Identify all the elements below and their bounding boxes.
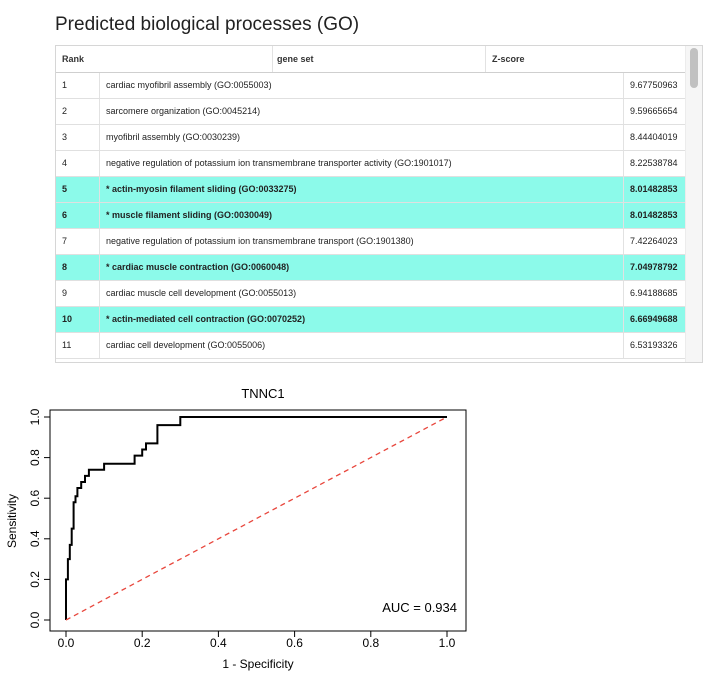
gene-set-cell: cardiac muscle cell development (GO:0055… xyxy=(100,281,624,306)
x-axis: 0.0 0.2 0.4 0.6 0.8 1.0 xyxy=(58,630,456,650)
rank-cell: 6 xyxy=(56,203,100,228)
y-tick-label: 0.2 xyxy=(28,571,42,588)
rank-cell: 11 xyxy=(56,333,100,358)
z-score-cell: 9.67750963 xyxy=(630,80,678,90)
table-row[interactable]: 2 sarcomere organization (GO:0045214) 9.59… xyxy=(56,99,686,125)
table-body: 1 cardiac myofibril assembly (GO:0055003)… xyxy=(56,73,686,359)
x-tick-label: 0.2 xyxy=(134,636,151,650)
rank-cell: 2 xyxy=(56,99,100,124)
rank-cell: 8 xyxy=(56,255,100,280)
column-header-rank[interactable]: Rank xyxy=(56,46,273,72)
table-row[interactable]: 9 cardiac muscle cell development (GO:005… xyxy=(56,281,686,307)
table-row[interactable]: 4 negative regulation of potassium ion tr… xyxy=(56,151,686,177)
z-score-cell: 7.04978792 xyxy=(630,262,678,272)
reference-diagonal-line xyxy=(65,416,448,621)
z-score-cell: 8.01482853 xyxy=(630,210,678,220)
table-row[interactable]: 7 negative regulation of potassium ion tr… xyxy=(56,229,686,255)
scrollbar-thumb[interactable] xyxy=(690,48,698,88)
x-tick-label: 0.6 xyxy=(286,636,303,650)
table-row[interactable]: 10 * actin-mediated cell contraction (GO:… xyxy=(56,307,686,333)
rank-cell: 7 xyxy=(56,229,100,254)
table-row[interactable]: 6 * muscle filament sliding (GO:0030049) 8… xyxy=(56,203,686,229)
table-header: Rank gene set Z-score xyxy=(56,46,702,73)
z-score-cell: 8.22538784 xyxy=(630,158,678,168)
table-row[interactable]: 3 myofibril assembly (GO:0030239) 8.444040… xyxy=(56,125,686,151)
z-score-cell: 6.94188685 xyxy=(630,288,678,298)
gene-set-cell: negative regulation of potassium ion tra… xyxy=(100,151,624,176)
y-tick-label: 0.6 xyxy=(28,490,42,507)
rank-cell: 4 xyxy=(56,151,100,176)
table-row[interactable]: 1 cardiac myofibril assembly (GO:0055003)… xyxy=(56,73,686,99)
y-tick-label: 0.8 xyxy=(28,449,42,466)
gene-set-cell: cardiac myofibril assembly (GO:0055003) xyxy=(100,73,624,98)
y-tick-label: 1.0 xyxy=(28,408,42,425)
gene-set-cell: * actin-mediated cell contraction (GO:00… xyxy=(100,307,624,332)
gene-set-cell: * cardiac muscle contraction (GO:0060048… xyxy=(100,255,624,280)
gene-set-cell: sarcomere organization (GO:0045214) xyxy=(100,99,624,124)
table-scrollbar[interactable] xyxy=(685,46,702,362)
rank-cell: 1 xyxy=(56,73,100,98)
gene-set-cell: * actin-myosin filament sliding (GO:0033… xyxy=(100,177,624,202)
roc-chart: TNNC1 0.0 0.2 0.4 0.6 0.8 1.0 0.0 0.2 0.4 0.6 0.8… xyxy=(5,386,467,671)
rank-cell: 3 xyxy=(56,125,100,150)
chart-title: TNNC1 xyxy=(241,386,284,401)
x-axis-label: 1 - Specificity xyxy=(222,657,293,671)
gene-set-cell: myofibril assembly (GO:0030239) xyxy=(100,125,624,150)
z-score-cell: 7.42264023 xyxy=(630,236,678,246)
z-score-cell: 6.53193326 xyxy=(630,340,678,350)
table-row[interactable]: 5 * actin-myosin filament sliding (GO:003… xyxy=(56,177,686,203)
page-title: Predicted biological processes (GO) xyxy=(55,14,360,35)
auc-annotation: AUC = 0.934 xyxy=(382,600,457,615)
go-results-table: Rank gene set Z-score 1 cardiac myofibril… xyxy=(55,45,703,363)
gene-set-cell: negative regulation of potassium ion tra… xyxy=(100,229,624,254)
y-axis: 0.0 0.2 0.4 0.6 0.8 1.0 xyxy=(28,408,51,628)
x-tick-label: 0.0 xyxy=(58,636,75,650)
x-tick-label: 0.8 xyxy=(362,636,379,650)
z-score-cell: 8.01482853 xyxy=(630,184,678,194)
table-row[interactable]: 8 * cardiac muscle contraction (GO:006004… xyxy=(56,255,686,281)
y-tick-label: 0.4 xyxy=(28,530,42,547)
plot-frame xyxy=(49,409,467,632)
roc-curve-line xyxy=(65,416,447,620)
table-row[interactable]: 11 cardiac cell development (GO:0055006) 6… xyxy=(56,333,686,359)
y-axis-label: Sensitivity xyxy=(5,494,19,548)
z-score-cell: 9.59665654 xyxy=(630,106,678,116)
column-header-z-score[interactable]: Z-score xyxy=(492,54,525,64)
x-tick-label: 1.0 xyxy=(439,636,456,650)
x-tick-label: 0.4 xyxy=(210,636,227,650)
gene-set-cell: * muscle filament sliding (GO:0030049) xyxy=(100,203,624,228)
y-tick-label: 0.0 xyxy=(28,611,42,628)
rank-cell: 9 xyxy=(56,281,100,306)
series-group xyxy=(65,416,448,621)
rank-cell: 5 xyxy=(56,177,100,202)
gene-set-cell: cardiac cell development (GO:0055006) xyxy=(100,333,624,358)
rank-cell: 10 xyxy=(56,307,100,332)
z-score-cell: 6.66949688 xyxy=(630,314,678,324)
column-header-gene-set[interactable]: gene set xyxy=(273,46,486,72)
z-score-cell: 8.44404019 xyxy=(630,132,678,142)
